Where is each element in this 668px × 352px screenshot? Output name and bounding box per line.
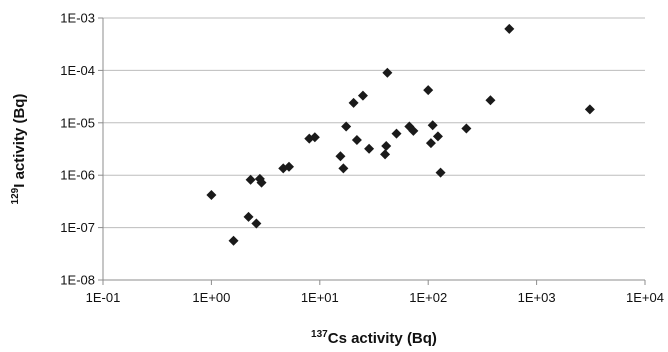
y-tick-labels: 1E-08 1E-07 1E-06 1E-05 1E-04 1E-03 xyxy=(60,11,95,288)
y-tick-label: 1E-03 xyxy=(60,11,95,26)
y-axis-title: 129I activity (Bq) xyxy=(10,94,28,205)
y-tick-label: 1E-05 xyxy=(60,115,95,130)
x-axis-title-text: Cs activity (Bq) xyxy=(328,330,437,347)
data-point xyxy=(391,128,402,139)
data-point xyxy=(485,95,496,106)
axes xyxy=(102,18,645,281)
data-point xyxy=(432,131,443,142)
y-tick-label: 1E-06 xyxy=(60,168,95,183)
data-point xyxy=(382,67,393,78)
x-tick-label: 1E+03 xyxy=(518,290,556,305)
data-point xyxy=(435,167,446,178)
y-axis-title-superscript: 129 xyxy=(10,187,21,204)
x-tick-labels: 1E-01 1E+00 1E+01 1E+02 1E+03 1E+04 xyxy=(86,290,664,305)
data-point xyxy=(504,23,515,34)
data-points xyxy=(206,23,595,246)
data-point xyxy=(381,141,392,152)
data-point xyxy=(309,132,320,143)
data-point xyxy=(427,120,438,131)
x-tick-label: 1E+04 xyxy=(626,290,664,305)
data-point xyxy=(380,149,391,160)
data-point xyxy=(423,85,434,96)
x-tick-label: 1E+00 xyxy=(192,290,230,305)
x-axis-title: 137Cs activity (Bq) xyxy=(311,329,437,347)
data-point xyxy=(243,211,254,222)
data-point xyxy=(206,189,217,200)
data-point xyxy=(251,218,262,229)
data-point xyxy=(348,97,359,108)
data-point xyxy=(284,161,295,172)
gridlines xyxy=(98,17,646,285)
x-axis-title-superscript: 137 xyxy=(311,329,328,340)
data-point xyxy=(425,138,436,149)
data-point xyxy=(364,143,375,154)
y-tick-label: 1E-07 xyxy=(60,220,95,235)
data-point xyxy=(461,123,472,134)
y-tick-label: 1E-04 xyxy=(60,63,95,78)
data-point xyxy=(357,90,368,101)
data-point xyxy=(338,163,349,174)
x-tick-label: 1E+01 xyxy=(301,290,339,305)
y-tick-label: 1E-08 xyxy=(60,273,95,288)
y-axis-title-text: I activity (Bq) xyxy=(11,94,28,188)
data-point xyxy=(341,121,352,132)
data-point xyxy=(228,235,239,246)
data-point xyxy=(245,174,256,185)
data-point xyxy=(335,151,346,162)
data-point xyxy=(351,134,362,145)
data-point xyxy=(584,104,595,115)
data-point xyxy=(408,125,419,136)
data-point xyxy=(256,177,267,188)
x-tick-label: 1E-01 xyxy=(86,290,121,305)
x-tick-label: 1E+02 xyxy=(409,290,447,305)
